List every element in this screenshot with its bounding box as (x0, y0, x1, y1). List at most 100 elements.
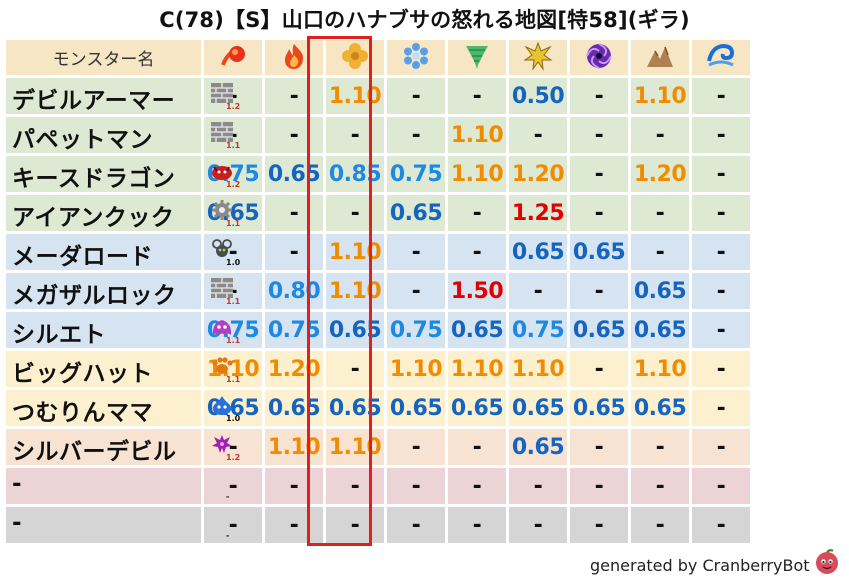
monster-name-cell: キースドラゴン 1.2 (6, 156, 240, 192)
fire-ball-icon (218, 45, 248, 75)
monster-name: シルエト (12, 322, 106, 348)
resistance-value-wind-clover: - (326, 117, 384, 153)
resistance-value-ice-crystal: - (387, 234, 445, 270)
ice-crystal-icon (401, 42, 431, 75)
resistance-value-earth-rocks: 1.10 (631, 351, 689, 387)
resistance-value-earth-rocks: - (631, 429, 689, 465)
resistance-value-water-wave: - (692, 351, 750, 387)
monster-name-cell: メーダロード 1.0 (6, 234, 240, 270)
monster-name-cell: -- (6, 468, 229, 504)
resistance-value-water-wave: - (692, 195, 750, 231)
resistance-value-earth-rocks: - (631, 195, 689, 231)
resistance-value-explosion: 1.10 (509, 351, 567, 387)
resistance-value-earth-rocks: 0.65 (631, 390, 689, 426)
resistance-table: モンスター名デビルアーマー1.2--1.10--0.50-1.10-パペットマン… (3, 37, 753, 546)
resistance-value-explosion: 1.25 (509, 195, 567, 231)
resistance-value-earth-rocks: - (631, 117, 689, 153)
resistance-value-water-wave: - (692, 312, 750, 348)
column-header-flame (265, 40, 323, 75)
resistance-value-flame: 0.75 (265, 312, 323, 348)
column-header-ice-crystal (387, 40, 445, 75)
monster-rank-label: - (226, 492, 230, 501)
monster-name: キースドラゴン (12, 166, 176, 192)
monster-name: ビッグハット (12, 361, 153, 387)
table-row: ----------- (6, 507, 750, 543)
resistance-value-tornado: 0.65 (448, 312, 506, 348)
resistance-value-fire-ball: - (204, 429, 262, 465)
monster-name-cell: パペットマン 1.1 (6, 117, 240, 153)
resistance-value-water-wave: - (692, 234, 750, 270)
tornado-icon (462, 45, 492, 75)
monster-name-cell: メガザルロック 1.1 (6, 273, 240, 309)
monster-name-cell: つむりんママ 1.0 (6, 390, 240, 426)
monster-name: つむりんママ (12, 400, 153, 426)
resistance-value-tornado: - (448, 468, 506, 504)
resistance-value-explosion: 0.75 (509, 312, 567, 348)
resistance-value-ice-crystal: - (387, 468, 445, 504)
column-header-wind-clover (326, 40, 384, 75)
column-header-monster-name: モンスター名 (6, 40, 201, 75)
resistance-value-water-wave: - (692, 429, 750, 465)
monster-rank-label: 1.1 (226, 375, 241, 384)
monster-name: - (12, 471, 23, 497)
dark-swirl-icon (584, 42, 614, 75)
resistance-value-water-wave: - (692, 390, 750, 426)
resistance-value-ice-crystal: 0.65 (387, 195, 445, 231)
table-row: シルエト 1.1 0.75 0.75 0.65 0.75 0.65 0.75 0.65 0.65- (6, 312, 750, 348)
table-row: アイアンクック 1.1 0.65- -0.65-1.25- - - (6, 195, 750, 231)
resistance-value-ice-crystal: - (387, 117, 445, 153)
monster-rank-label: - (226, 531, 230, 540)
resistance-value-tornado: 1.50 (448, 273, 506, 309)
monster-rank-label: 1.0 (226, 414, 241, 423)
resistance-value-dark-swirl: - (570, 468, 628, 504)
resistance-value-flame: - (265, 234, 323, 270)
column-header-earth-rocks (631, 40, 689, 75)
gear-icon (211, 200, 233, 220)
resistance-value-dark-swirl: 0.65 (570, 234, 628, 270)
devil-icon (211, 434, 233, 454)
resistance-value-tornado: 0.65 (448, 390, 506, 426)
table-row: ----------- (6, 468, 750, 504)
brick-wall-icon (211, 83, 233, 103)
resistance-value-ice-crystal: - (387, 429, 445, 465)
page-title: C(78)【S】山口のハナブサの怒れる地図[特58](ギラ) (159, 8, 690, 32)
table-row: キースドラゴン 1.2 0.75 0.65 0.85 0.75 1.10 1.20-1.20- (6, 156, 750, 192)
resistance-value-earth-rocks: 0.65 (631, 273, 689, 309)
resistance-value-earth-rocks: - (631, 234, 689, 270)
resistance-value-explosion: 0.65 (509, 234, 567, 270)
monster-name-cell: アイアンクック 1.1 (6, 195, 240, 231)
water-wave-icon (706, 43, 736, 75)
monster-name: メーダロード (12, 244, 153, 270)
resistance-value-fire-ball: - (204, 234, 262, 270)
resistance-value-flame: 0.65 (265, 156, 323, 192)
monster-rank-label: 1.0 (226, 258, 241, 267)
credit-text: generated by CranberryBot (590, 556, 810, 575)
resistance-value-earth-rocks: 0.65 (631, 312, 689, 348)
resistance-value-flame: 1.10 (265, 429, 323, 465)
resistance-value-wind-clover: - (326, 195, 384, 231)
brick-wall-icon (211, 278, 233, 298)
resistance-value-tornado: 1.10 (448, 351, 506, 387)
resistance-value-dark-swirl: 0.65 (570, 312, 628, 348)
resistance-value-water-wave: - (692, 273, 750, 309)
resistance-value-tornado: 1.10 (448, 156, 506, 192)
monster-name: パペットマン (12, 127, 153, 153)
resistance-value-dark-swirl: - (570, 351, 628, 387)
resistance-value-fire-ball: - (204, 468, 262, 504)
resistance-value-wind-clover: - (326, 468, 384, 504)
monster-rank-label: 1.2 (226, 180, 241, 189)
monster-name-cell: デビルアーマー 1.2 (6, 78, 240, 114)
resistance-value-flame: 0.80 (265, 273, 323, 309)
resistance-value-dark-swirl: - (570, 78, 628, 114)
resistance-value-fire-ball: - (204, 507, 262, 543)
resistance-value-flame: - (265, 507, 323, 543)
resistance-value-ice-crystal: 1.10 (387, 351, 445, 387)
resistance-value-dark-swirl: 0.65 (570, 390, 628, 426)
table-row: ビッグハット 1.1 1.10 1.20-1.10 1.10 1.10-1.10- (6, 351, 750, 387)
brick-wall-icon (211, 122, 233, 142)
column-header-water-wave (692, 40, 750, 75)
resistance-value-wind-clover: 0.65 (326, 312, 384, 348)
